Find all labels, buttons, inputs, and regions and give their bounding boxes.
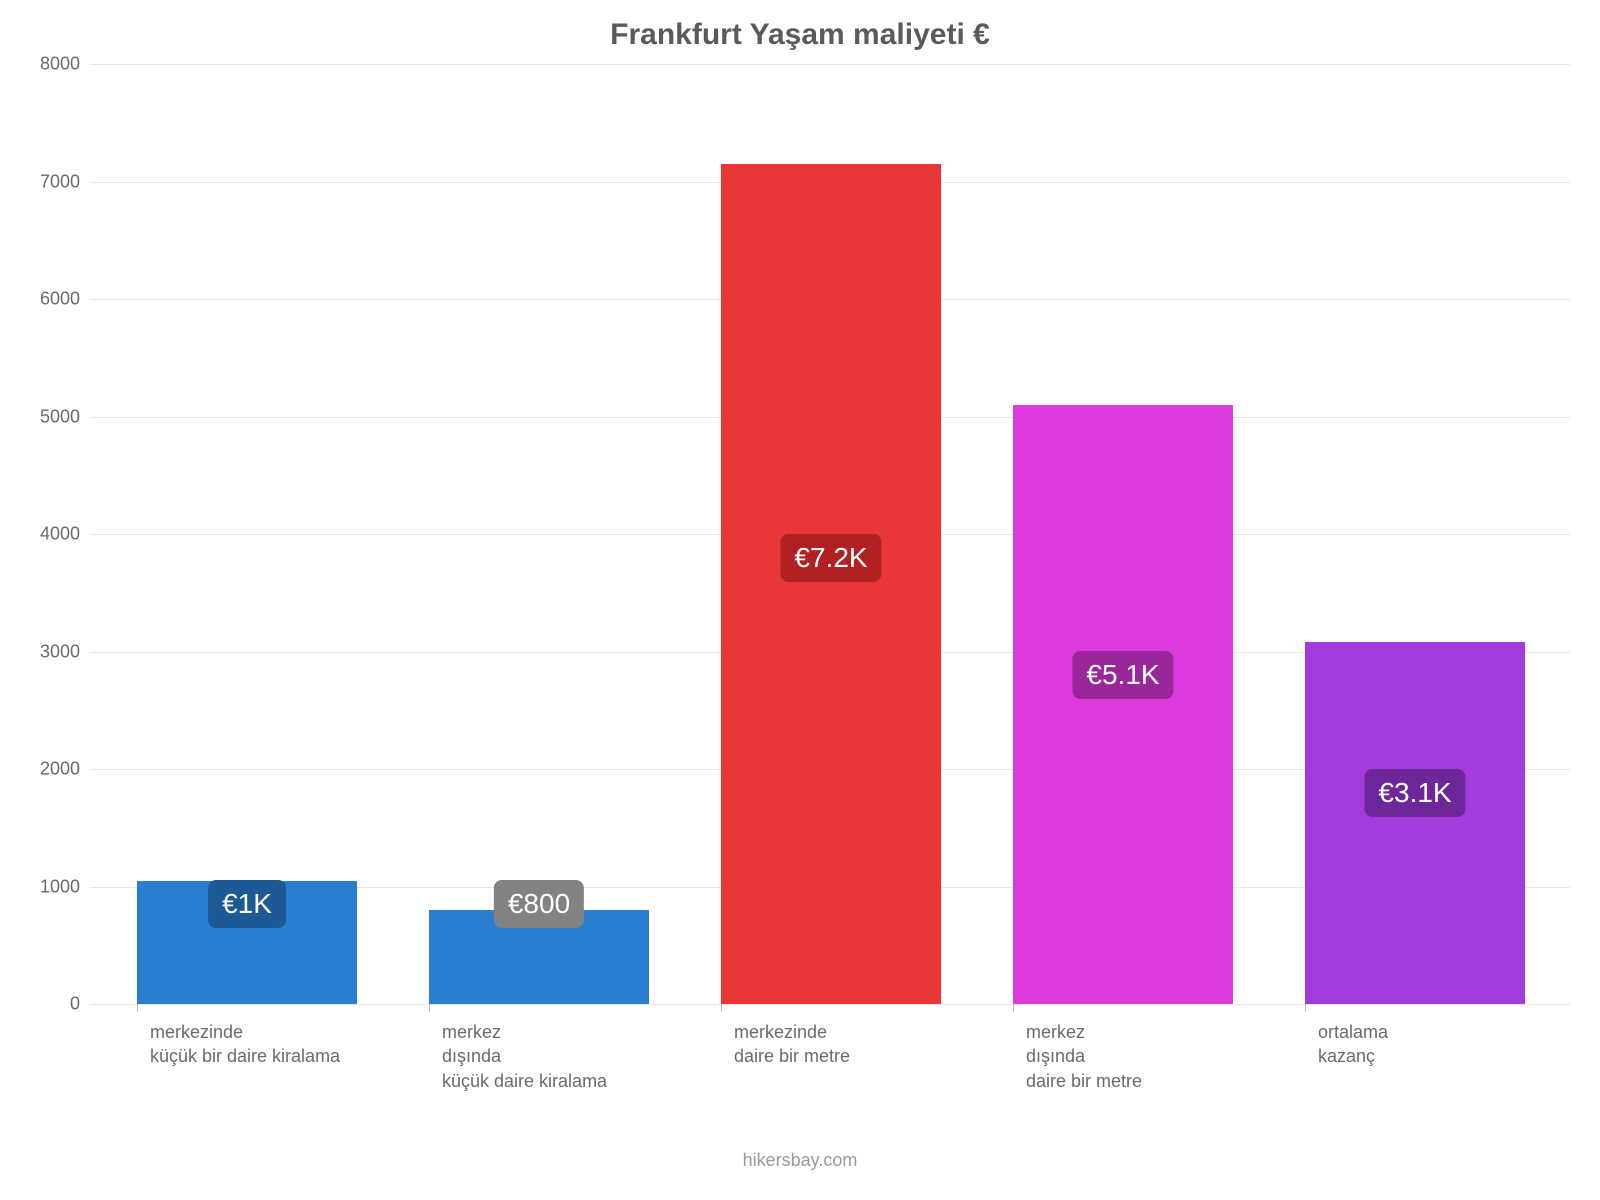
y-tick-label: 4000	[0, 524, 80, 545]
attribution-text: hikersbay.com	[0, 1150, 1600, 1171]
plot-area: 010002000300040005000600070008000€1Kmerk…	[90, 64, 1570, 1004]
x-axis-label: merkezinde daire bir metre	[734, 1020, 850, 1069]
x-axis-label: merkez dışında küçük daire kiralama	[442, 1020, 607, 1093]
value-badge: €7.2K	[780, 534, 881, 582]
gridline	[90, 1004, 1570, 1005]
value-badge: €3.1K	[1364, 769, 1465, 817]
x-tick	[721, 1004, 722, 1012]
x-axis-label: ortalama kazanç	[1318, 1020, 1388, 1069]
gridline	[90, 64, 1570, 65]
y-tick-label: 2000	[0, 759, 80, 780]
y-tick-label: 8000	[0, 54, 80, 75]
bar	[1305, 642, 1525, 1004]
chart-container: Frankfurt Yaşam maliyeti € 0100020003000…	[0, 0, 1600, 1200]
x-axis-label: merkezinde küçük bir daire kiralama	[150, 1020, 340, 1069]
x-tick	[137, 1004, 138, 1012]
x-axis-label: merkez dışında daire bir metre	[1026, 1020, 1142, 1093]
x-tick	[429, 1004, 430, 1012]
bar	[721, 164, 941, 1004]
y-tick-label: 6000	[0, 289, 80, 310]
y-tick-label: 7000	[0, 171, 80, 192]
x-tick	[1013, 1004, 1014, 1012]
y-tick-label: 1000	[0, 876, 80, 897]
chart-title: Frankfurt Yaşam maliyeti €	[0, 18, 1600, 52]
value-badge: €5.1K	[1072, 651, 1173, 699]
y-tick-label: 5000	[0, 406, 80, 427]
y-tick-label: 0	[0, 994, 80, 1015]
value-badge: €800	[494, 880, 584, 928]
value-badge: €1K	[208, 880, 286, 928]
x-tick	[1305, 1004, 1306, 1012]
bar	[1013, 405, 1233, 1004]
y-tick-label: 3000	[0, 641, 80, 662]
